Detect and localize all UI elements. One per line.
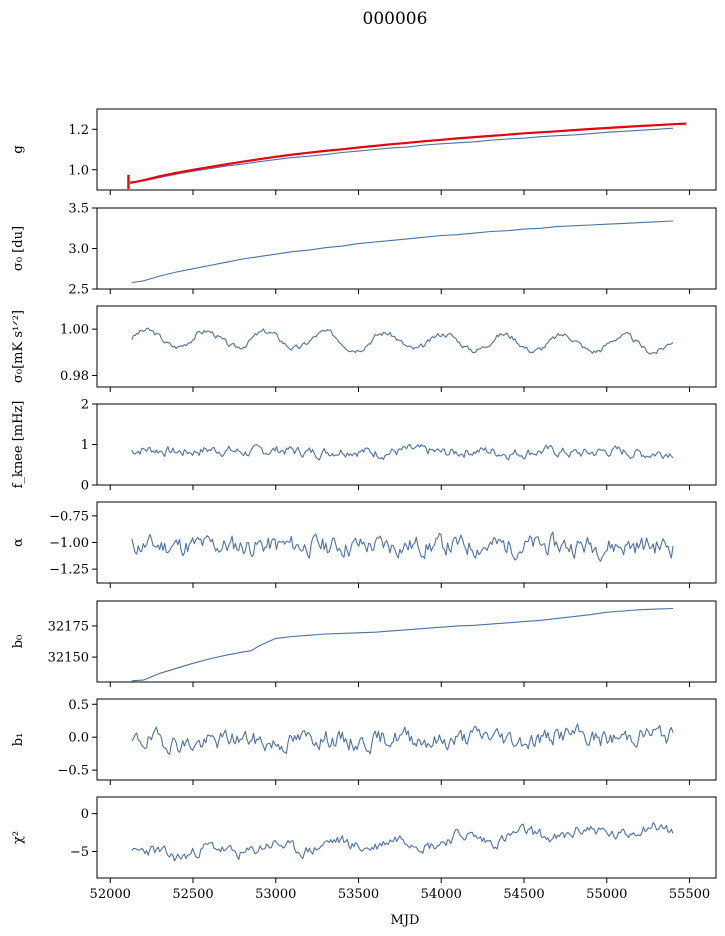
y-axis-label-g: g [11, 145, 26, 153]
y-axis-label-b0: b₀ [11, 635, 26, 649]
series-line-sigma0_mK-0 [131, 327, 674, 355]
y-tick-label-g-0: 1.0 [68, 163, 89, 178]
axes-frame-g [96, 108, 717, 191]
panel-alpha: −1.25 −1.00 −0.75 α [11, 501, 717, 588]
y-axis-label-sigma0_mK: σ₀[mK s¹ᐟ²] [11, 310, 26, 383]
y-tick-label-sigma0_mK-0: 0.98 [60, 369, 89, 384]
axes-frame-chi2 [96, 796, 717, 879]
x-tick-label-1: 52500 [172, 887, 213, 902]
axes-frame-sigma0_du [96, 207, 717, 290]
y-axis-label-sigma0_du: σ₀ [du] [11, 226, 26, 271]
y-tick-label-g-1: 1.2 [68, 123, 89, 138]
y-axis-label-chi2: χ² [11, 831, 26, 844]
x-axis-label: MJD [391, 913, 420, 928]
series-line-g-0 [130, 127, 674, 183]
panel-sigma0_du: 2.5 3.0 3.5 σ₀ [du] [11, 202, 717, 298]
y-tick-label-sigma0_du-0: 2.5 [68, 283, 89, 298]
series-line-sigma0_du-0 [131, 220, 674, 284]
series-line-chi2-0 [131, 821, 674, 862]
series-line-b1-0 [131, 723, 674, 755]
series-line-b0-0 [131, 607, 674, 682]
y-axis-label-fknee: f_knee [mHz] [11, 401, 26, 489]
panel-b1: −0.5 0.0 0.5 b₁ [11, 698, 717, 785]
y-axis-label-b1: b₁ [11, 733, 26, 747]
y-tick-label-alpha-2: −0.75 [49, 509, 89, 524]
axes-frame-b0 [96, 600, 717, 683]
y-tick-label-b1-2: 0.5 [68, 698, 89, 713]
y-tick-label-chi2-1: 0 [81, 807, 89, 822]
y-tick-label-alpha-0: −1.25 [49, 563, 89, 578]
x-tick-label-4: 54000 [421, 887, 462, 902]
y-tick-label-b0-1: 32175 [48, 619, 89, 634]
axes-frame-sigma0_mK [96, 305, 717, 388]
y-tick-label-fknee-1: 1 [81, 438, 89, 453]
y-tick-label-fknee-2: 2 [81, 398, 89, 413]
axes-frame-fknee [96, 403, 717, 486]
series-line-alpha-0 [131, 531, 674, 562]
y-tick-label-alpha-1: −1.00 [49, 536, 89, 551]
y-tick-label-sigma0_mK-1: 1.00 [60, 323, 89, 338]
x-tick-label-3: 53500 [338, 887, 379, 902]
y-tick-label-b1-1: 0.0 [68, 731, 89, 746]
y-axis-label-alpha: α [11, 538, 26, 547]
x-tick-label-2: 53000 [255, 887, 296, 902]
x-tick-label-7: 55500 [669, 887, 710, 902]
y-tick-label-b0-0: 32150 [48, 651, 89, 666]
y-tick-label-fknee-0: 0 [81, 479, 89, 494]
y-tick-label-sigma0_du-2: 3.5 [68, 202, 89, 217]
x-tick-label-0: 52000 [90, 887, 131, 902]
panel-b0: 32150 32175 b₀ [11, 600, 717, 687]
figure-title: 000006 [363, 9, 428, 29]
x-tick-label-5: 54500 [503, 887, 544, 902]
y-tick-label-b1-0: −0.5 [57, 764, 89, 779]
panel-fknee: 0 1 2 f_knee [mHz] [11, 398, 717, 494]
x-tick-label-6: 55000 [586, 887, 627, 902]
y-tick-label-chi2-0: −5 [70, 845, 89, 860]
panels: 1.0 1.2 g 2.5 3.0 3.5 σ₀ [du] 0.98 1.00 σ₀[mK s¹ᐟ… [11, 108, 717, 902]
series-line-g-1 [129, 122, 687, 184]
axes-frame-alpha [96, 501, 717, 584]
panel-chi2: −5 0 52000 52500 53000 53500 54000 54500 55000 55… [11, 796, 717, 902]
series-line-fknee-0 [131, 443, 674, 461]
axes-frame-b1 [96, 698, 717, 781]
panel-sigma0_mK: 0.98 1.00 σ₀[mK s¹ᐟ²] [11, 305, 717, 392]
y-tick-label-sigma0_du-1: 3.0 [68, 242, 89, 257]
panel-g: 1.0 1.2 g [11, 108, 717, 195]
